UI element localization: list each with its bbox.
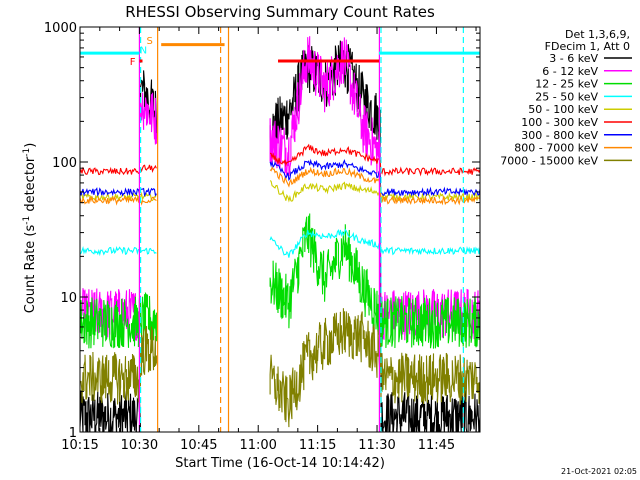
legend-header-1: Det 1,3,6,9, [565, 28, 630, 41]
y-axis-label-exp-2: -1 [22, 148, 32, 157]
overlay-layer [80, 27, 480, 432]
series-1-segment-4 [380, 390, 480, 432]
series-4-segment-1 [80, 245, 141, 257]
series-3-segment-3 [269, 213, 382, 335]
data-layer [80, 36, 480, 432]
series-9-segment-1 [80, 351, 141, 405]
x-tick-label-2: 10:30 [121, 438, 158, 453]
series-2-segment-3 [269, 36, 382, 338]
y-axis-label-part-3: ) [23, 143, 38, 148]
x-axis-label: Start Time (16-Oct-14 10:14:42) [175, 456, 385, 471]
series-9-segment-2 [140, 325, 157, 376]
x-tick-label-6: 11:30 [358, 438, 395, 453]
x-tick-label-3: 10:45 [180, 438, 217, 453]
x-tick-label-7: 11:45 [418, 438, 455, 453]
legend-label-4: 25 - 50 keV [535, 90, 598, 103]
plot-frame [79, 26, 481, 433]
series-4-segment-4 [380, 246, 480, 256]
axis-layer: 10:15 10:30 10:45 11:00 11:15 11:30 11:45 1 10 10… [44, 21, 480, 453]
series-9-segment-3 [269, 308, 382, 428]
flag-letter-n: N [140, 46, 147, 57]
series-1-segment-1 [80, 390, 141, 432]
series-4-segment-2 [140, 247, 157, 255]
y-axis-label: Count Rate (s-1 detector-1) [22, 143, 38, 314]
series-3-segment-1 [80, 296, 141, 349]
series-2-segment-1 [80, 288, 141, 341]
y-tick-label-3: 100 [52, 156, 77, 171]
y-axis-label-part-2: detector [23, 156, 38, 216]
legend-header-2: FDecim 1, Att 0 [545, 40, 630, 53]
legend-label-2: 6 - 12 keV [542, 65, 598, 78]
series-6-segment-3 [269, 143, 382, 171]
x-tick-label-5: 11:15 [299, 438, 336, 453]
legend-label-8: 800 - 7000 keV [514, 142, 598, 155]
flag-marker-dot [139, 59, 143, 63]
x-tick-label-1: 10:15 [61, 438, 98, 453]
series-5-segment-3 [269, 180, 382, 203]
x-tick-label-4: 11:00 [239, 438, 276, 453]
legend-label-9: 7000 - 15000 keV [500, 154, 598, 167]
series-7-segment-1 [80, 187, 141, 197]
legend-label-7: 300 - 800 keV [521, 129, 598, 142]
legend-label-3: 12 - 25 keV [535, 78, 598, 91]
y-tick-label-1: 1 [69, 426, 77, 441]
series-3-segment-4 [380, 296, 480, 349]
flag-letter-s: S [147, 36, 153, 47]
legend-label-1: 3 - 6 keV [549, 52, 598, 65]
series-2-segment-2 [140, 92, 157, 145]
y-tick-label-2: 10 [60, 291, 77, 306]
series-8-segment-1 [80, 195, 141, 206]
y-axis-label-exp-1: -1 [22, 216, 32, 225]
series-7-segment-4 [380, 186, 480, 198]
series-6-segment-1 [80, 166, 141, 176]
y-axis-label-part-1: Count Rate (s [23, 225, 38, 314]
legend-label-6: 100 - 300 keV [521, 116, 598, 129]
series-7-segment-2 [140, 187, 157, 198]
series-3 [80, 213, 480, 349]
flag-letter-f: F [130, 57, 136, 68]
series-8-segment-3 [269, 166, 382, 199]
series-6-segment-2 [140, 164, 157, 174]
y-tick-label-4: 1000 [44, 21, 77, 36]
series-7-segment-3 [269, 158, 382, 193]
legend-label-5: 50 - 100 keV [528, 103, 598, 116]
chart-title: RHESSI Observing Summary Count Rates [125, 3, 435, 21]
generated-timestamp: 21-Oct-2021 02:05 [561, 467, 637, 476]
series-6-segment-4 [380, 166, 480, 177]
series-3-segment-2 [140, 291, 157, 342]
series-4-segment-3 [269, 228, 382, 258]
series-8-segment-2 [140, 196, 157, 206]
